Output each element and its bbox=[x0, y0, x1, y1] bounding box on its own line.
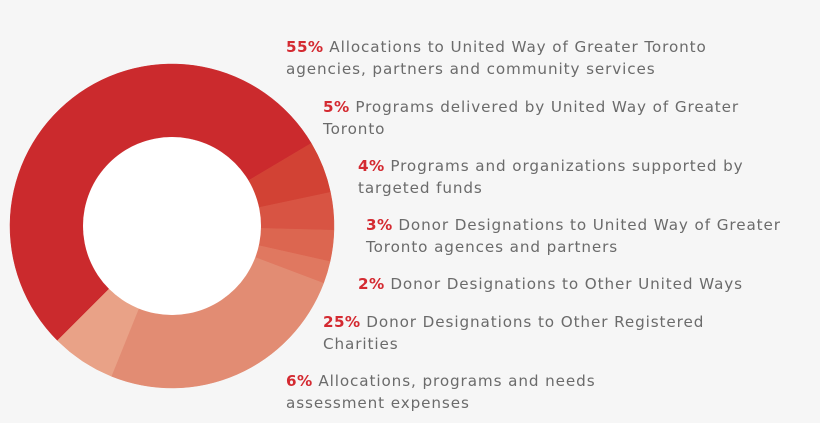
legend-label-registered-charities: 25% Donor Designations to Other Register… bbox=[323, 311, 704, 355]
percent-value: 25% bbox=[323, 313, 361, 331]
label-text: Charities bbox=[323, 335, 399, 353]
percent-value: 4% bbox=[358, 157, 385, 175]
label-text: Toronto bbox=[323, 120, 386, 138]
legend-label-programs-delivered: 5% Programs delivered by United Way of G… bbox=[323, 96, 739, 140]
label-text: agencies, partners and community service… bbox=[286, 60, 656, 78]
label-text: Toronto agences and partners bbox=[366, 238, 619, 256]
label-text: Donor Designations to Other Registered bbox=[366, 313, 705, 331]
label-text: Allocations to United Way of Greater Tor… bbox=[329, 38, 707, 56]
legend-label-donor-designations-uwgt: 3% Donor Designations to United Way of G… bbox=[366, 214, 781, 258]
label-text: Allocations, programs and needs bbox=[318, 372, 596, 390]
label-text: Programs and organizations supported by bbox=[390, 157, 744, 175]
percent-value: 3% bbox=[366, 216, 393, 234]
percent-value: 5% bbox=[323, 98, 350, 116]
legend-label-other-united-ways: 2% Donor Designations to Other United Wa… bbox=[358, 273, 743, 295]
legend-label-allocations-agencies: 55% Allocations to United Way of Greater… bbox=[286, 36, 707, 80]
legend-label-targeted-funds: 4% Programs and organizations supported … bbox=[358, 155, 744, 199]
label-text: Donor Designations to Other United Ways bbox=[390, 275, 743, 293]
label-text: Donor Designations to United Way of Grea… bbox=[398, 216, 781, 234]
legend-label-needs-assessment: 6% Allocations, programs and needs asses… bbox=[286, 370, 596, 414]
donut-slices bbox=[9, 63, 335, 389]
percent-value: 2% bbox=[358, 275, 385, 293]
label-text: Programs delivered by United Way of Grea… bbox=[355, 98, 740, 116]
percent-value: 55% bbox=[286, 38, 324, 56]
label-text: targeted funds bbox=[358, 179, 483, 197]
donut-hole bbox=[83, 137, 261, 315]
percent-value: 6% bbox=[286, 372, 313, 390]
label-text: assessment expenses bbox=[286, 394, 470, 412]
